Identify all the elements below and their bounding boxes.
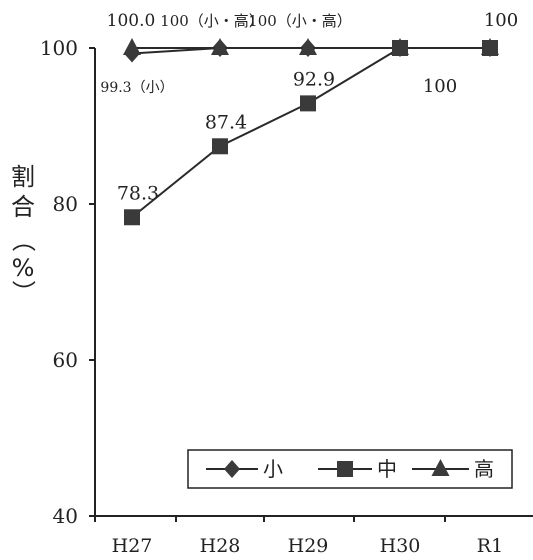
legend-marker-triangle xyxy=(431,459,450,476)
legend-label: 高 xyxy=(474,457,494,481)
y-tick-label: 80 xyxy=(53,192,78,216)
legend-label: 中 xyxy=(377,457,397,481)
data-annotation: 100 xyxy=(484,10,518,31)
y-axis-label-char: 割 xyxy=(11,163,35,191)
data-annotation: 78.3 xyxy=(117,182,159,204)
x-tick-label: H27 xyxy=(112,535,153,557)
data-point-square xyxy=(392,40,408,56)
data-point-square xyxy=(124,209,140,226)
legend-marker-square xyxy=(337,461,353,477)
y-tick-label: 100 xyxy=(40,36,78,60)
y-axis-label-char: 合 xyxy=(11,193,35,221)
y-axis-label-char: ） xyxy=(9,280,37,304)
x-ticks: H27 H28 H29 H30 R1 xyxy=(112,535,504,557)
data-point-square xyxy=(482,40,498,56)
data-annotation: 87.4 xyxy=(205,111,247,133)
x-tick-label: H28 xyxy=(200,535,241,557)
y-axis-label-char: % xyxy=(12,254,35,282)
legend: 小中高 xyxy=(187,449,513,489)
y-ticks: 40 60 80 100 xyxy=(40,36,78,528)
data-annotation: 99.3（小） xyxy=(100,80,173,96)
annotations: 100.0 99.3（小） 100（小・高）100（小・高） 100 100 78.3 87… xyxy=(100,10,518,204)
series xyxy=(123,38,499,226)
data-point-triangle xyxy=(123,38,141,55)
data-point-triangle xyxy=(211,38,229,55)
y-axis-label: 割合 （%） xyxy=(9,163,37,304)
data-annotation: 100 xyxy=(423,76,457,97)
y-tick-label: 60 xyxy=(53,348,78,372)
legend-label: 小 xyxy=(263,457,283,481)
data-annotation: 100（小・高） xyxy=(248,12,352,30)
data-point-square xyxy=(212,138,228,155)
data-annotation: 92.9 xyxy=(293,68,335,90)
data-annotation: 100.0 xyxy=(107,11,156,31)
data-annotation: 100（小・高） xyxy=(160,12,264,30)
axes xyxy=(89,47,533,522)
data-point-triangle xyxy=(299,38,317,55)
x-tick-label: H29 xyxy=(288,535,329,557)
x-tick-label: H30 xyxy=(380,535,421,557)
data-point-square xyxy=(300,95,316,112)
legend-marker-diamond xyxy=(224,460,240,478)
x-tick-label: R1 xyxy=(477,535,503,557)
y-tick-label: 40 xyxy=(53,504,78,528)
y-axis-label-char: （ xyxy=(9,228,37,252)
